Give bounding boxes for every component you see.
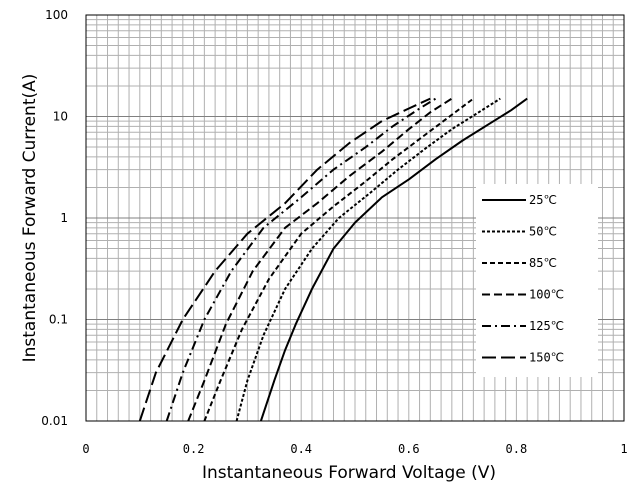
series-line-4 — [165, 97, 437, 422]
x-tick-label: 0 — [82, 442, 89, 456]
legend-label: 100℃ — [529, 288, 564, 302]
x-tick-label: 0.6 — [398, 442, 420, 456]
x-tick-label: 1 — [620, 442, 627, 456]
y-axis-title: Instantaneous Forward Current(A) — [20, 74, 40, 363]
legend-label: 125℃ — [529, 319, 564, 333]
y-tick-label: 10 — [53, 110, 68, 124]
grid — [86, 15, 624, 421]
x-tick-label: 0.8 — [506, 442, 528, 456]
legend-label: 150℃ — [529, 351, 564, 365]
legend-label: 50℃ — [529, 225, 557, 239]
x-tick-label: 0.4 — [290, 442, 312, 456]
series-line-0 — [259, 97, 528, 422]
series-line-3 — [187, 97, 453, 422]
y-tick-label: 1 — [60, 211, 68, 225]
legend: 25℃ 50℃ 85℃ 100℃ 125℃ 150℃ — [476, 184, 598, 377]
series-line-1 — [235, 97, 501, 422]
y-tick-label: 0.1 — [49, 313, 68, 327]
y-tick-label: 100 — [45, 8, 68, 22]
y-tick-label: 0.01 — [41, 414, 68, 428]
legend-label: 85℃ — [529, 256, 557, 270]
series-line-2 — [203, 97, 475, 422]
y-tick-labels: 0.01 0.1 1 10 100 — [41, 8, 68, 428]
plot-frame — [85, 14, 625, 422]
legend-label: 25℃ — [529, 193, 557, 207]
series-lines — [138, 97, 528, 422]
legend-box — [476, 184, 598, 377]
series-line-5 — [138, 97, 431, 422]
x-tick-labels: 0 0.2 0.4 0.6 0.8 1 — [82, 442, 627, 456]
x-axis-title: Instantaneous Forward Voltage (V) — [202, 463, 496, 483]
x-tick-label: 0.2 — [183, 442, 205, 456]
